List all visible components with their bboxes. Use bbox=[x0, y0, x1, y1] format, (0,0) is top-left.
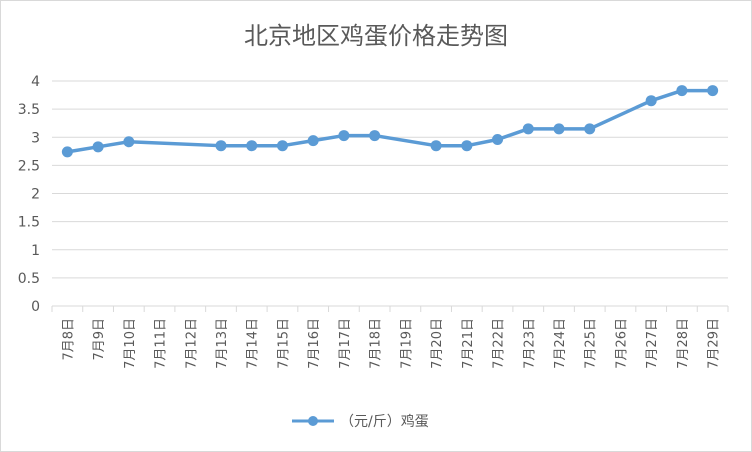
data-point bbox=[369, 130, 381, 142]
data-point bbox=[338, 130, 350, 142]
x-tick-label: 7月12日 bbox=[184, 318, 199, 369]
y-axis-ticks: 0 0.5 1 1.5 2 2.5 3 3.5 4 bbox=[18, 74, 40, 315]
y-tick-label: 3 bbox=[31, 130, 40, 146]
y-tick-label: 2 bbox=[31, 187, 40, 203]
x-tick-label: 7月26日 bbox=[614, 318, 629, 369]
y-tick-label: 4 bbox=[31, 74, 40, 90]
x-tick-label: 7月9日 bbox=[92, 318, 107, 361]
data-point bbox=[123, 136, 135, 148]
x-tick-label: 7月14日 bbox=[246, 318, 261, 369]
x-tick-label: 7月16日 bbox=[307, 318, 322, 369]
x-tick-label: 7月23日 bbox=[522, 318, 537, 369]
x-tick-label: 7月8日 bbox=[61, 318, 76, 361]
x-tick-label: 7月13日 bbox=[215, 318, 230, 369]
data-point bbox=[645, 95, 657, 107]
data-point bbox=[430, 140, 442, 152]
x-tick-label: 7月20日 bbox=[430, 318, 445, 369]
x-tick-label: 7月24日 bbox=[553, 318, 568, 369]
y-tick-label: 0.5 bbox=[18, 271, 40, 287]
legend-marker-swatch bbox=[308, 416, 318, 426]
x-tick-label: 7月15日 bbox=[276, 318, 291, 369]
y-tick-label: 3.5 bbox=[18, 102, 40, 118]
y-tick-label: 1.5 bbox=[18, 215, 40, 231]
x-tick-label: 7月21日 bbox=[461, 318, 476, 369]
data-point bbox=[492, 134, 504, 145]
x-tick-label: 7月11日 bbox=[154, 318, 169, 369]
x-tick-label: 7月22日 bbox=[492, 318, 507, 369]
x-tick-label: 7月27日 bbox=[645, 318, 660, 369]
x-tick-label: 7月10日 bbox=[123, 318, 138, 369]
x-tick-label: 7月29日 bbox=[707, 318, 722, 369]
data-point bbox=[553, 123, 565, 135]
data-point bbox=[246, 140, 258, 152]
data-point bbox=[215, 140, 227, 152]
data-point bbox=[61, 146, 73, 158]
y-tick-label: 2.5 bbox=[18, 158, 40, 174]
data-point bbox=[584, 123, 596, 135]
legend: （元/斤）鸡蛋 bbox=[292, 413, 429, 430]
data-point bbox=[707, 85, 719, 97]
series-group bbox=[61, 85, 719, 158]
data-point bbox=[92, 141, 104, 153]
x-tick-label: 7月19日 bbox=[399, 318, 414, 369]
x-axis-ticks: 7月8日 7月9日 7月10日 7月11日 7月12日 7月13日 7月14日 7月15日 7月… bbox=[61, 318, 721, 369]
y-tick-label: 1 bbox=[31, 243, 40, 259]
x-tick-label: 7月25日 bbox=[584, 318, 599, 369]
data-point bbox=[461, 140, 473, 152]
legend-label: （元/斤）鸡蛋 bbox=[340, 413, 429, 430]
x-tick-label: 7月18日 bbox=[369, 318, 384, 369]
chart-title: 北京地区鸡蛋价格走势图 bbox=[244, 22, 508, 50]
data-point bbox=[307, 135, 319, 147]
x-axis bbox=[51, 305, 729, 312]
data-point bbox=[522, 123, 534, 135]
data-point bbox=[276, 140, 288, 152]
x-tick-label: 7月17日 bbox=[338, 318, 353, 369]
series-line bbox=[67, 88, 713, 154]
x-tick-label: 7月28日 bbox=[676, 318, 691, 369]
data-point bbox=[676, 85, 688, 97]
y-tick-label: 0 bbox=[31, 299, 40, 315]
